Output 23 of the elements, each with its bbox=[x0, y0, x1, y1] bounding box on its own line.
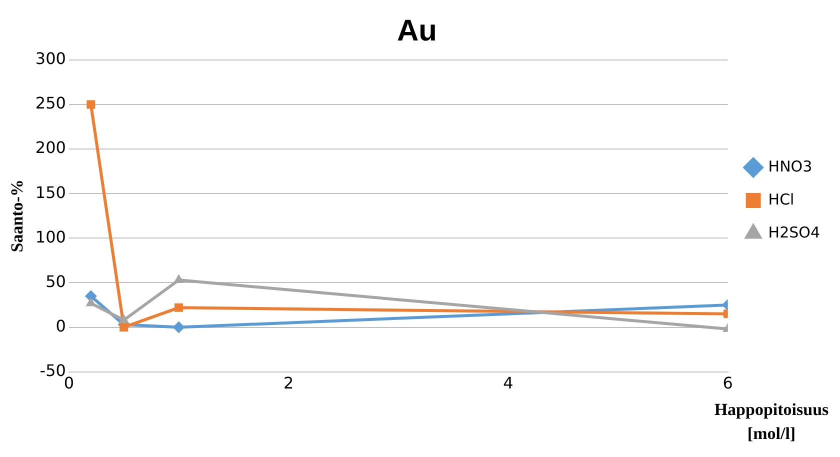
legend-label: HNO3 bbox=[768, 157, 812, 176]
legend-label: H2SO4 bbox=[768, 223, 820, 242]
x-tick-label: 2 bbox=[283, 374, 294, 393]
point bbox=[120, 323, 128, 332]
y-tick-label: 0 bbox=[56, 316, 66, 336]
point bbox=[118, 314, 130, 324]
x-tick-label: 4 bbox=[503, 374, 514, 393]
point bbox=[174, 274, 184, 284]
y-tick-label: 250 bbox=[35, 94, 66, 113]
point bbox=[172, 321, 185, 334]
y-axis-title: Saanto-% bbox=[8, 180, 27, 252]
chart-title: Au bbox=[397, 14, 437, 48]
y-tick-label: 100 bbox=[35, 227, 66, 246]
y-tick-label: 50 bbox=[46, 272, 66, 291]
point bbox=[174, 303, 183, 312]
x-tick-label: 6 bbox=[722, 374, 733, 393]
x-axis-title: Happopitoisuus [mol/l] bbox=[713, 399, 830, 445]
y-tick-label: 300 bbox=[35, 49, 66, 68]
legend-label: HCl bbox=[768, 190, 794, 208]
y-tick-label: 200 bbox=[35, 138, 66, 158]
point bbox=[86, 100, 96, 109]
y-tick-label: 150 bbox=[35, 182, 66, 202]
y-tick-label: -50 bbox=[40, 360, 66, 380]
